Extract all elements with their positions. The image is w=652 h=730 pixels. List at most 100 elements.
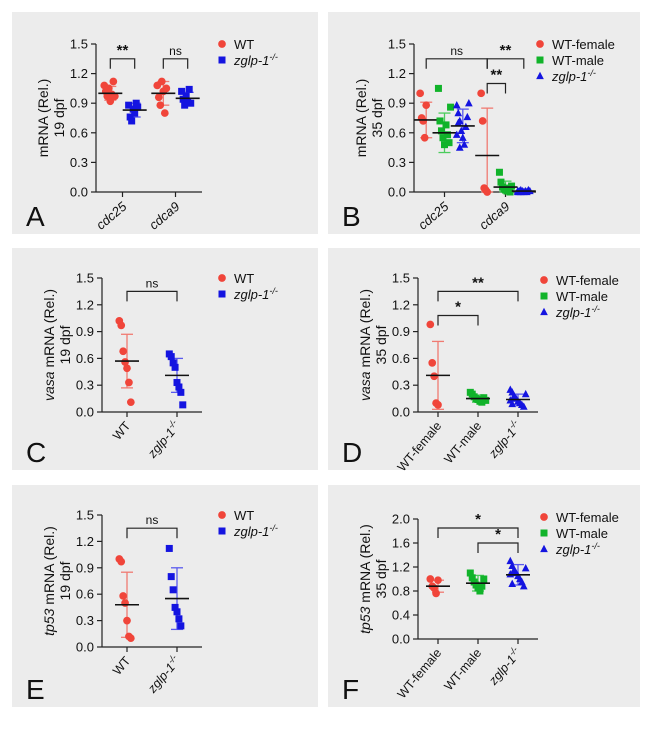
legend-marker: [536, 40, 544, 48]
y-axis-label-age: 19 dpf: [57, 325, 73, 364]
legend-label-sup: -/-: [269, 286, 278, 296]
legend-label: WT-male: [552, 53, 604, 68]
data-point: [132, 99, 140, 107]
data-point: [441, 141, 448, 149]
data-point: [162, 84, 171, 93]
data-point: [117, 557, 126, 566]
data-point: [521, 564, 530, 572]
significance-bracket: [437, 290, 519, 302]
data-point: [455, 143, 464, 151]
data-point: [119, 347, 127, 356]
y-tick-label: 0.4: [392, 608, 410, 623]
significance-bracket: [126, 527, 178, 539]
data-point: [480, 575, 488, 583]
data-group: [466, 569, 490, 595]
data-point: [123, 616, 131, 625]
x-tick-label-text: WT: [110, 419, 133, 443]
y-axis-label-gene: tp53: [41, 608, 57, 635]
data-point: [428, 359, 437, 367]
data-point: [482, 396, 490, 404]
y-tick-label: 1.5: [76, 271, 94, 286]
legend-label-sup: -/-: [591, 541, 600, 551]
data-point: [173, 608, 181, 616]
data-point: [508, 579, 517, 587]
y-tick-label: 2.0: [392, 512, 410, 527]
y-axis-label-age: 35 dpf: [373, 325, 389, 364]
significance-label: **: [472, 274, 484, 291]
data-point: [127, 634, 135, 643]
data-point: [430, 372, 438, 381]
data-group: [493, 168, 518, 196]
data-point: [476, 587, 484, 595]
data-point: [519, 582, 528, 590]
data-point: [167, 573, 175, 581]
data-group: [165, 544, 189, 631]
data-point: [134, 103, 142, 111]
significance-bracket: [425, 58, 488, 69]
data-group: [511, 185, 536, 196]
x-tick-label: WT-male: [441, 419, 484, 466]
x-tick-label: WT-male: [441, 646, 484, 693]
panel-f: 0.0 0.4 0.8 1.2 1.6 2.0 WT-female WT-male zglp-1…: [328, 485, 640, 707]
y-tick-label: 0.3: [70, 155, 88, 170]
data-point: [177, 622, 185, 630]
data-point: [463, 112, 472, 121]
y-axis-label: vasa mRNA (Rel.): [41, 289, 57, 401]
y-axis-label-age: 35 dpf: [373, 559, 389, 598]
x-tick-label: WT: [110, 654, 133, 678]
legend-label: WT-female: [552, 37, 615, 52]
data-point: [457, 126, 466, 134]
y-tick-label: 0.9: [388, 96, 406, 111]
legend-label-text: zglp-1: [233, 53, 269, 68]
y-tick-label: 0.0: [392, 405, 410, 420]
y-tick-label: 0.0: [76, 405, 94, 420]
x-tick-label-text: WT-male: [441, 646, 484, 693]
data-group: [98, 77, 123, 106]
data-point: [175, 615, 183, 623]
x-tick-label-text: WT-female: [395, 419, 445, 474]
data-point: [439, 134, 447, 142]
legend-label: WT: [234, 37, 254, 52]
legend-marker: [218, 274, 226, 282]
data-point: [483, 188, 492, 196]
y-tick-label: 1.2: [70, 66, 88, 81]
data-point: [458, 133, 467, 141]
data-point: [465, 99, 473, 107]
data-point: [454, 118, 463, 127]
data-point: [434, 576, 442, 585]
y-tick-label: 0.6: [70, 125, 88, 140]
y-tick-label: 1.5: [388, 37, 406, 52]
x-tick-label: WT-female: [395, 419, 445, 474]
data-point: [131, 109, 139, 117]
legend-label: zglp-1-/-: [233, 52, 278, 68]
y-tick-label: 0.8: [392, 584, 410, 599]
data-point: [187, 99, 195, 107]
y-tick-label: 1.2: [76, 534, 94, 549]
significance-label: ns: [450, 44, 463, 58]
significance-bracket: [126, 290, 178, 302]
data-point: [182, 92, 190, 100]
data-point: [445, 139, 453, 147]
y-axis-label-rest: mRNA (Rel.): [41, 526, 57, 608]
y-tick-label: 0.9: [392, 324, 410, 339]
y-tick-label: 1.2: [392, 560, 410, 575]
y-tick-label: 1.6: [392, 536, 410, 551]
data-point: [416, 89, 424, 98]
data-point: [452, 130, 461, 138]
data-point: [121, 599, 129, 607]
significance-label: ns: [169, 44, 182, 58]
legend-label: WT-female: [556, 510, 619, 525]
panel-letter: F: [342, 674, 359, 705]
data-point: [119, 592, 127, 600]
data-point: [104, 84, 113, 93]
data-group: [414, 89, 439, 142]
panel-e: 0.0 0.3 0.6 0.9 1.2 1.5 WT zglp-1-/- tp53 mRNA (…: [12, 485, 318, 707]
data-point: [171, 363, 179, 371]
data-group: [450, 99, 475, 151]
data-point: [434, 84, 442, 92]
panel-c: 0.0 0.3 0.6 0.9 1.2 1.5 WT zglp-1-/- vasa mRNA (…: [12, 248, 318, 470]
x-tick-label: cdc25: [415, 198, 452, 232]
y-axis-label-rest: mRNA (Rel.): [357, 289, 373, 371]
